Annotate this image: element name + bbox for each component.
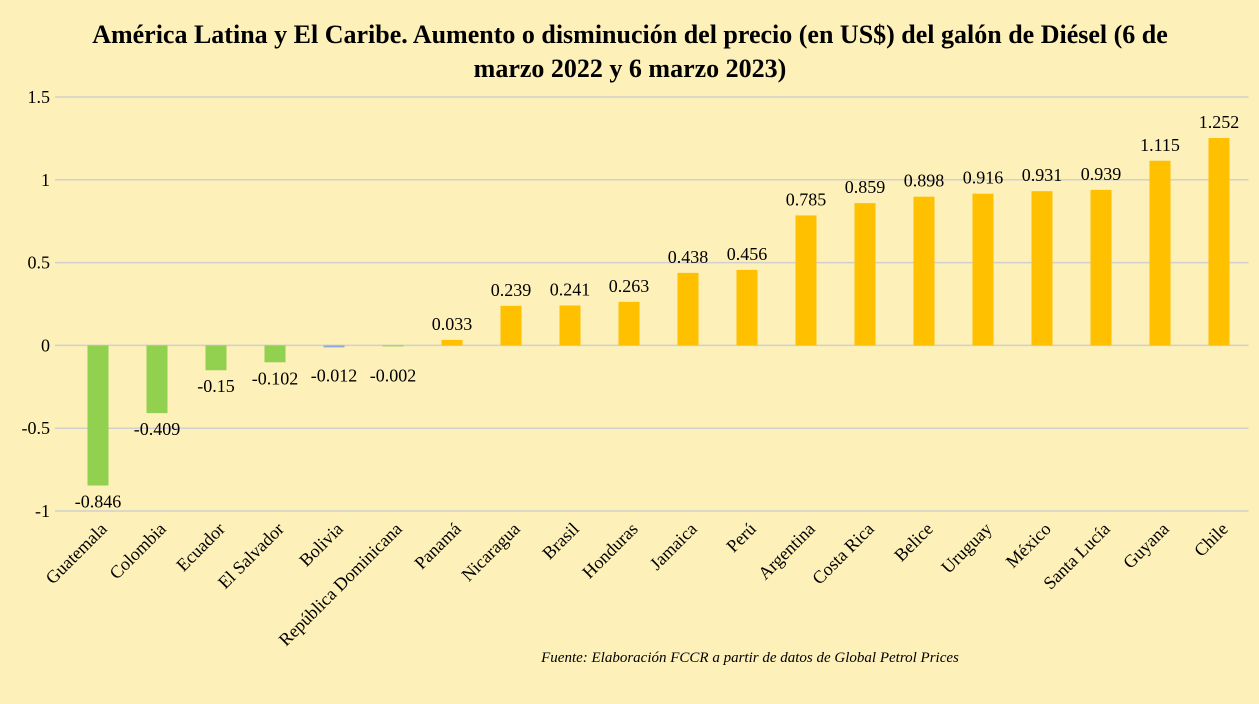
data-label: -0.409 <box>134 419 181 439</box>
bar <box>1149 160 1171 346</box>
bar <box>87 345 109 486</box>
bar <box>795 215 817 346</box>
data-label: -0.002 <box>370 365 417 385</box>
data-label: 0.263 <box>609 276 650 296</box>
x-tick-label: Colombia <box>105 519 169 583</box>
bar <box>736 269 758 346</box>
bar <box>1031 191 1053 346</box>
y-tick-label: -0.5 <box>22 418 51 438</box>
x-tick-label: Perú <box>722 519 759 556</box>
x-tick-label: Uruguay <box>937 519 996 578</box>
bar <box>618 301 640 346</box>
data-label: 0.931 <box>1022 165 1063 185</box>
y-tick-label: 0.5 <box>28 253 51 273</box>
x-tick-label: México <box>1002 519 1055 572</box>
data-label: 0.939 <box>1081 164 1122 184</box>
bar <box>854 203 876 346</box>
chart-title: América Latina y El Caribe. Aumento o di… <box>92 20 1168 83</box>
data-label: -0.15 <box>197 376 235 396</box>
data-label: 0.456 <box>727 244 768 264</box>
bar <box>323 345 345 348</box>
data-label: 0.241 <box>550 279 591 299</box>
y-tick-label: 0 <box>41 335 50 355</box>
x-tick-label: Chile <box>1190 519 1232 561</box>
x-tick-label: Guatemala <box>42 519 111 588</box>
data-label: 1.115 <box>1140 135 1180 155</box>
data-label: 0.438 <box>668 247 709 267</box>
bar <box>441 339 463 346</box>
data-label: 0.859 <box>845 177 886 197</box>
bar <box>677 272 699 346</box>
x-tick-label: Panamá <box>410 519 464 573</box>
bar <box>500 305 522 346</box>
y-tick-label: -1 <box>35 501 50 521</box>
x-tick-label: Honduras <box>578 519 642 583</box>
data-label: 0.916 <box>963 168 1004 188</box>
bar <box>1208 138 1230 346</box>
y-tick-label: 1.5 <box>28 87 51 107</box>
y-tick-label: 1 <box>41 170 50 190</box>
x-tick-label: Jamaica <box>646 519 701 574</box>
bar <box>559 305 581 346</box>
bar <box>264 345 286 363</box>
bar <box>972 193 994 346</box>
data-label: 0.033 <box>432 314 473 334</box>
source-note: Fuente: Elaboración FCCR a partir de dat… <box>540 650 959 666</box>
data-label: -0.012 <box>311 365 358 385</box>
data-label: 0.898 <box>904 171 945 191</box>
x-tick-label: Bolivia <box>295 519 347 571</box>
bar <box>382 345 404 347</box>
data-label: -0.102 <box>252 368 299 388</box>
x-tick-label: Costa Rica <box>808 519 878 589</box>
bar <box>205 345 227 371</box>
x-tick-label: Belice <box>890 519 937 566</box>
data-label: -0.846 <box>75 491 122 511</box>
x-tick-label: Guyana <box>1119 519 1173 573</box>
x-tick-label: Ecuador <box>172 519 229 576</box>
bar <box>913 196 935 346</box>
data-label: 1.252 <box>1199 112 1240 132</box>
bar <box>1090 189 1112 346</box>
x-tick-label: Brasil <box>538 519 583 564</box>
data-label: 0.239 <box>491 280 532 300</box>
data-label: 0.785 <box>786 189 827 209</box>
bar <box>146 345 168 414</box>
x-tick-label: Nicaragua <box>457 519 523 585</box>
